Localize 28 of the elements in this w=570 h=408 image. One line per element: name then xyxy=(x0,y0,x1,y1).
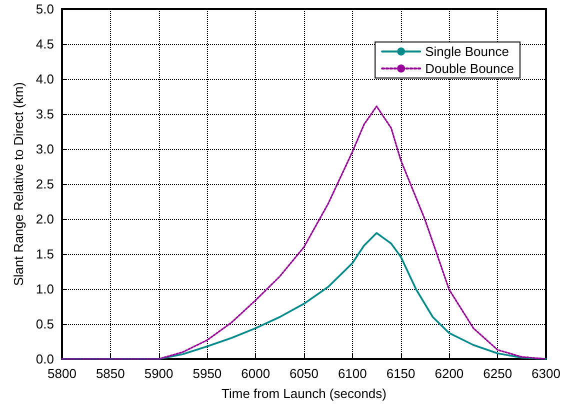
x-tick-label: 6250 xyxy=(483,366,512,381)
y-tick-label: 0.5 xyxy=(36,316,54,332)
y-tick-label: 4.0 xyxy=(36,72,54,86)
legend-label: Single Bounce xyxy=(425,44,509,59)
x-tick-label: 6300 xyxy=(532,366,560,381)
x-tick-label: 6050 xyxy=(290,366,318,381)
x-tick-label: 6150 xyxy=(386,366,416,381)
legend-label: Double Bounce xyxy=(425,61,514,76)
line-series xyxy=(61,232,547,360)
y-tick-label: 5.0 xyxy=(36,2,54,16)
y-tick-label: 2.0 xyxy=(36,212,54,226)
line-series xyxy=(61,106,547,360)
y-tick-label: 1.0 xyxy=(36,282,54,296)
x-tick-label: 5950 xyxy=(192,366,222,381)
x-tick-label: 6200 xyxy=(434,366,464,381)
y-tick-label: 4.5 xyxy=(36,36,54,52)
y-axis-title: Slant Range Relative to Direct (km) xyxy=(11,82,26,286)
x-tick-label: 5800 xyxy=(48,366,76,381)
y-tick-label: 2.5 xyxy=(36,176,54,192)
y-tick-label: 0.0 xyxy=(36,352,54,366)
y-tick-label: 1.5 xyxy=(36,246,54,262)
y-tick-label: 3.0 xyxy=(36,142,54,156)
y-tick-label: 3.5 xyxy=(36,106,54,122)
x-tick-label: 5900 xyxy=(144,366,174,381)
x-tick-label: 5850 xyxy=(96,366,125,381)
x-tick-label: 6100 xyxy=(338,366,367,381)
x-tick-label: 6000 xyxy=(241,366,270,381)
x-axis-title: Time from Launch (seconds) xyxy=(222,386,386,401)
